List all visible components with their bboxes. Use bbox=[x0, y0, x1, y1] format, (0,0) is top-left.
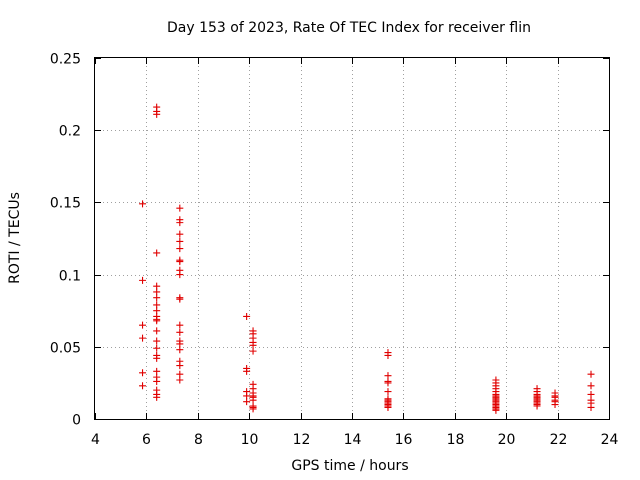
data-point bbox=[153, 393, 161, 401]
data-point bbox=[176, 376, 184, 384]
x-tick-label: 24 bbox=[601, 432, 619, 448]
x-tick-label: 4 bbox=[91, 432, 100, 448]
data-point bbox=[249, 347, 257, 355]
data-point bbox=[243, 312, 251, 320]
data-point bbox=[153, 317, 161, 325]
data-point bbox=[153, 327, 161, 335]
data-point bbox=[176, 258, 184, 266]
data-point bbox=[139, 200, 147, 208]
y-tick-label: 0.2 bbox=[59, 124, 81, 140]
x-tick-label: 12 bbox=[293, 432, 311, 448]
data-point bbox=[176, 295, 184, 303]
data-point bbox=[139, 334, 147, 342]
data-point bbox=[176, 362, 184, 370]
data-point bbox=[176, 245, 184, 253]
y-axis-title: ROTI / TECUs bbox=[7, 192, 23, 284]
data-point bbox=[243, 398, 251, 406]
data-point bbox=[153, 337, 161, 345]
data-point bbox=[176, 271, 184, 279]
data-point bbox=[384, 351, 392, 359]
x-tick-label: 10 bbox=[241, 432, 259, 448]
y-tick-labels: 0 0.05 0.1 0.15 0.2 0.25 bbox=[50, 52, 81, 429]
data-point bbox=[587, 382, 595, 390]
x-tick-label: 16 bbox=[395, 432, 413, 448]
x-tick-label: 22 bbox=[550, 432, 568, 448]
data-point bbox=[533, 402, 541, 410]
data-points bbox=[139, 103, 595, 414]
x-axis-title: GPS time / hours bbox=[291, 458, 408, 474]
data-point bbox=[492, 406, 500, 414]
data-point bbox=[176, 237, 184, 245]
data-point bbox=[384, 379, 392, 387]
y-tick-label: 0.25 bbox=[50, 52, 81, 68]
data-point bbox=[139, 276, 147, 284]
data-point bbox=[384, 403, 392, 411]
data-point bbox=[551, 401, 559, 409]
x-tick-label: 14 bbox=[344, 432, 362, 448]
data-point bbox=[139, 382, 147, 390]
data-point bbox=[176, 219, 184, 227]
data-point bbox=[139, 369, 147, 377]
data-point bbox=[153, 110, 161, 118]
y-tick-label: 0.05 bbox=[50, 341, 81, 357]
data-point bbox=[176, 321, 184, 329]
data-point bbox=[587, 370, 595, 378]
data-point bbox=[153, 294, 161, 302]
y-tick-label: 0 bbox=[72, 413, 81, 429]
data-point bbox=[176, 328, 184, 336]
x-tick-label: 20 bbox=[498, 432, 516, 448]
plot-frame bbox=[94, 57, 610, 420]
data-point bbox=[176, 230, 184, 238]
data-point bbox=[153, 377, 161, 385]
y-tick-label: 0.1 bbox=[59, 269, 81, 285]
chart-title: Day 153 of 2023, Rate Of TEC Index for r… bbox=[167, 20, 531, 36]
y-tick-label: 0.15 bbox=[50, 196, 81, 212]
grid-lines bbox=[95, 58, 609, 419]
data-point bbox=[249, 405, 257, 413]
data-point bbox=[153, 249, 161, 257]
data-point bbox=[139, 321, 147, 329]
data-point bbox=[243, 367, 251, 375]
data-point bbox=[587, 403, 595, 411]
x-tick-labels: 4 6 8 10 12 14 16 18 20 22 24 bbox=[91, 432, 618, 448]
x-tick-label: 8 bbox=[194, 432, 203, 448]
axis-ticks bbox=[95, 58, 610, 420]
data-point bbox=[153, 344, 161, 352]
data-point bbox=[176, 204, 184, 212]
data-point bbox=[176, 346, 184, 354]
data-point bbox=[153, 354, 161, 362]
x-tick-label: 18 bbox=[447, 432, 465, 448]
data-point bbox=[384, 388, 392, 396]
x-tick-label: 6 bbox=[142, 432, 151, 448]
